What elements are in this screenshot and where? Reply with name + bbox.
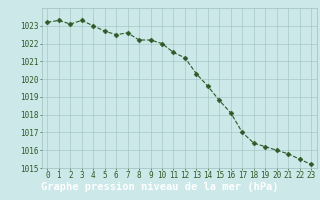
Text: Graphe pression niveau de la mer (hPa): Graphe pression niveau de la mer (hPa): [41, 182, 279, 192]
